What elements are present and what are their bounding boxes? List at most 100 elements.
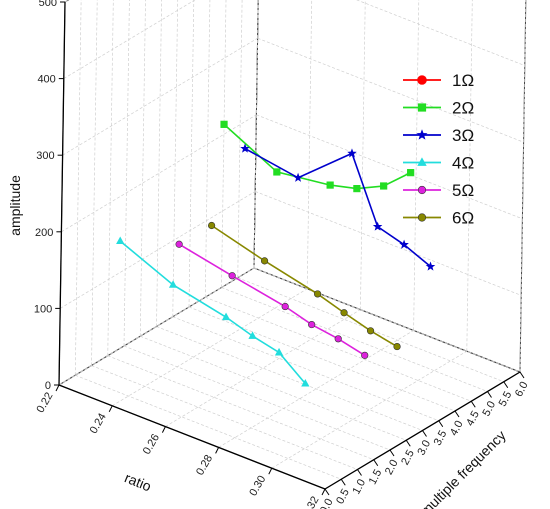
legend-marker — [417, 75, 427, 85]
gridline-frequency — [172, 0, 179, 317]
data-point — [347, 148, 357, 158]
legend-marker — [416, 129, 428, 140]
frequency-tick-label: 3.5 — [432, 429, 450, 448]
data-point — [380, 182, 388, 190]
gridline-frequency — [253, 267, 521, 373]
frequency-tick-label: 6.0 — [513, 380, 531, 399]
frequency-tick — [405, 439, 411, 447]
data-point — [248, 331, 257, 339]
ratio-tick — [321, 488, 326, 496]
gridline-frequency — [156, 326, 423, 431]
gridline-ratio — [306, 0, 313, 289]
data-point — [293, 172, 303, 182]
data-point — [372, 221, 383, 231]
series-5 — [175, 240, 369, 359]
ratio-tick-label: 0.32 — [300, 495, 321, 509]
gridline-frequency — [91, 365, 358, 470]
gridline-frequency — [91, 0, 98, 366]
data-point — [175, 240, 183, 248]
legend-label: 3Ω — [452, 126, 474, 145]
gridline-amplitude — [64, 0, 70, 3]
gridline-amplitude — [256, 114, 523, 220]
legend-label: 1Ω — [452, 71, 474, 90]
gridline-amplitude — [255, 191, 522, 296]
amplitude-axis-label: amplitude — [7, 175, 23, 236]
gridline-frequency — [188, 306, 456, 412]
amplitude-tick-label: 200 — [35, 227, 53, 239]
ratio-tick — [108, 405, 113, 413]
legend-marker — [417, 103, 427, 112]
chart-legend: 1Ω 2Ω 3Ω 4Ω 5Ω 6Ω — [403, 71, 474, 228]
gridline-frequency — [107, 0, 114, 356]
gridline-frequency — [237, 0, 243, 278]
legend-label: 6Ω — [452, 209, 474, 228]
data-point — [221, 312, 231, 321]
gridline-frequency — [205, 296, 472, 402]
data-point — [274, 347, 284, 356]
gridline-frequency — [221, 287, 488, 392]
gridline-frequency — [156, 0, 162, 327]
legend-marker — [417, 185, 427, 195]
series-6 — [208, 221, 401, 351]
frequency-tick-label: 3.0 — [415, 438, 433, 457]
frequency-tick-label: 1.0 — [350, 477, 368, 496]
data-point — [220, 120, 228, 128]
legend-label: 2Ω — [452, 99, 474, 118]
data-point — [425, 261, 436, 271]
ratio-tick-label: 0.26 — [141, 432, 162, 457]
gridline-ratio — [413, 0, 420, 331]
gridline-frequency — [75, 374, 342, 480]
frequency-tick — [454, 410, 460, 418]
multiple-frequency-axis-label: multiple frequency — [417, 427, 509, 509]
chart-series — [116, 120, 436, 387]
legend-entry: 3Ω — [403, 126, 474, 145]
frequency-tick-label: 2.5 — [399, 448, 417, 467]
data-point — [361, 351, 369, 359]
gridline-frequency — [188, 0, 195, 308]
series-line — [211, 224, 398, 348]
ratio-axis — [58, 384, 326, 490]
legend-label: 4Ω — [452, 154, 474, 173]
gridline-amplitude — [62, 37, 258, 156]
data-point — [313, 290, 322, 298]
frequency-tick — [324, 488, 330, 496]
legend-marker — [417, 213, 427, 222]
ratio-tick-label: 0.24 — [88, 411, 109, 436]
frequency-tick-label: 1.5 — [367, 468, 385, 487]
gridline-frequency — [221, 0, 227, 288]
gridline-frequency — [123, 345, 391, 451]
gridline-ratio — [112, 288, 308, 407]
ratio-tick-label: 0.28 — [194, 453, 215, 478]
amplitude-tick-label: 300 — [36, 150, 54, 162]
series-line — [178, 243, 366, 357]
frequency-tick — [438, 420, 444, 428]
gridline-frequency — [123, 0, 130, 347]
legend-marker — [417, 157, 427, 166]
data-point — [366, 327, 375, 335]
legend-entry: 2Ω — [403, 99, 474, 118]
frequency-tick-label: 4.0 — [448, 419, 466, 438]
frequency-tick-label: 5.0 — [480, 399, 498, 418]
gridline-ratio — [519, 0, 527, 373]
ratio-tick — [215, 447, 220, 454]
back-right-panel — [253, 0, 527, 373]
data-point — [301, 379, 310, 387]
frequency-tick-label: 0.0 — [318, 497, 336, 509]
frequency-tick — [519, 371, 525, 379]
gridline-amplitude — [356, 0, 525, 66]
gridline-ratio — [271, 350, 467, 469]
data-point — [326, 181, 334, 189]
data-point — [281, 302, 289, 311]
legend-entry: 1Ω — [403, 71, 474, 90]
data-point — [273, 168, 281, 176]
chart-gridlines — [58, 0, 527, 490]
gridline-ratio — [218, 330, 414, 448]
legend-entry: 4Ω — [403, 154, 474, 173]
series-line — [119, 240, 306, 385]
series-4 — [116, 236, 310, 387]
gridline-frequency — [204, 0, 211, 298]
frequency-tick — [422, 430, 427, 437]
ratio-tick-label: 0.22 — [34, 391, 55, 416]
frequency-tick — [503, 381, 509, 389]
data-point — [308, 320, 316, 329]
